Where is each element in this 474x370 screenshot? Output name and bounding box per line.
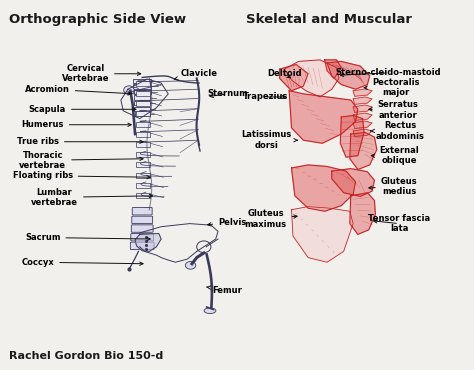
FancyBboxPatch shape bbox=[136, 183, 150, 188]
FancyBboxPatch shape bbox=[136, 81, 150, 86]
FancyBboxPatch shape bbox=[136, 132, 150, 137]
FancyBboxPatch shape bbox=[132, 208, 152, 215]
FancyBboxPatch shape bbox=[136, 142, 150, 147]
FancyBboxPatch shape bbox=[136, 122, 150, 127]
Polygon shape bbox=[353, 129, 372, 137]
FancyBboxPatch shape bbox=[133, 84, 151, 88]
Polygon shape bbox=[353, 89, 372, 96]
FancyBboxPatch shape bbox=[136, 152, 150, 157]
Polygon shape bbox=[332, 169, 374, 196]
Text: Gluteus
medius: Gluteus medius bbox=[369, 177, 418, 196]
Polygon shape bbox=[353, 97, 372, 104]
Text: Trapezius: Trapezius bbox=[243, 92, 288, 101]
Text: Coccyx: Coccyx bbox=[21, 258, 143, 267]
Polygon shape bbox=[289, 91, 358, 143]
FancyBboxPatch shape bbox=[131, 225, 153, 232]
Text: Sterno-cleido-mastoid: Sterno-cleido-mastoid bbox=[336, 68, 441, 77]
Text: Pelvis: Pelvis bbox=[208, 218, 246, 226]
Polygon shape bbox=[292, 206, 353, 262]
FancyBboxPatch shape bbox=[134, 95, 150, 100]
Text: Gluteus
maximus: Gluteus maximus bbox=[245, 209, 297, 229]
Polygon shape bbox=[284, 60, 339, 97]
Text: Tensor fascia
lata: Tensor fascia lata bbox=[368, 214, 430, 233]
Polygon shape bbox=[292, 165, 356, 211]
FancyBboxPatch shape bbox=[136, 173, 150, 178]
Text: External
oblique: External oblique bbox=[371, 146, 419, 165]
Text: Cervical
Vertebrae: Cervical Vertebrae bbox=[62, 64, 141, 84]
Text: Orthographic Side View: Orthographic Side View bbox=[9, 13, 187, 26]
FancyBboxPatch shape bbox=[136, 111, 150, 117]
FancyBboxPatch shape bbox=[131, 233, 154, 241]
Polygon shape bbox=[353, 113, 372, 120]
Polygon shape bbox=[353, 105, 372, 112]
Text: Skeletal and Muscular: Skeletal and Muscular bbox=[246, 13, 412, 26]
FancyBboxPatch shape bbox=[133, 79, 151, 83]
Text: Sternum: Sternum bbox=[207, 89, 248, 98]
Text: Femur: Femur bbox=[207, 286, 243, 295]
FancyBboxPatch shape bbox=[130, 242, 154, 249]
FancyBboxPatch shape bbox=[135, 112, 150, 117]
FancyBboxPatch shape bbox=[136, 162, 150, 167]
Text: Sacrum: Sacrum bbox=[25, 233, 150, 242]
Text: Pectoralis
major: Pectoralis major bbox=[364, 78, 419, 97]
Text: Rachel Gordon Bio 150-d: Rachel Gordon Bio 150-d bbox=[9, 351, 164, 361]
Polygon shape bbox=[325, 60, 341, 78]
Ellipse shape bbox=[185, 262, 196, 269]
Text: Latissimus
dorsi: Latissimus dorsi bbox=[242, 131, 298, 150]
Polygon shape bbox=[340, 115, 364, 157]
Polygon shape bbox=[350, 193, 375, 235]
Text: True ribs: True ribs bbox=[17, 137, 143, 146]
FancyBboxPatch shape bbox=[135, 107, 150, 111]
FancyBboxPatch shape bbox=[134, 101, 150, 105]
Text: Lumbar
vertebrae: Lumbar vertebrae bbox=[31, 188, 153, 207]
FancyBboxPatch shape bbox=[136, 193, 150, 198]
Polygon shape bbox=[280, 64, 308, 91]
Text: Acromion: Acromion bbox=[25, 85, 131, 95]
Text: Deltoid: Deltoid bbox=[267, 69, 302, 78]
Text: Scapula: Scapula bbox=[29, 105, 136, 114]
FancyBboxPatch shape bbox=[134, 90, 151, 94]
Text: Humerus: Humerus bbox=[21, 120, 131, 129]
Polygon shape bbox=[135, 233, 161, 252]
Text: Serratus
anterior: Serratus anterior bbox=[369, 100, 419, 120]
Polygon shape bbox=[327, 61, 370, 89]
Text: Clavicle: Clavicle bbox=[174, 69, 218, 80]
FancyBboxPatch shape bbox=[132, 216, 153, 223]
Text: Thoracic
vertebrae: Thoracic vertebrae bbox=[19, 151, 143, 170]
Text: Rectus
abdominis: Rectus abdominis bbox=[371, 121, 425, 141]
Polygon shape bbox=[353, 121, 372, 128]
Ellipse shape bbox=[124, 86, 134, 94]
FancyBboxPatch shape bbox=[136, 91, 150, 96]
Text: Floating ribs: Floating ribs bbox=[13, 171, 150, 180]
FancyBboxPatch shape bbox=[136, 101, 150, 106]
Polygon shape bbox=[350, 132, 377, 169]
Ellipse shape bbox=[204, 308, 216, 313]
